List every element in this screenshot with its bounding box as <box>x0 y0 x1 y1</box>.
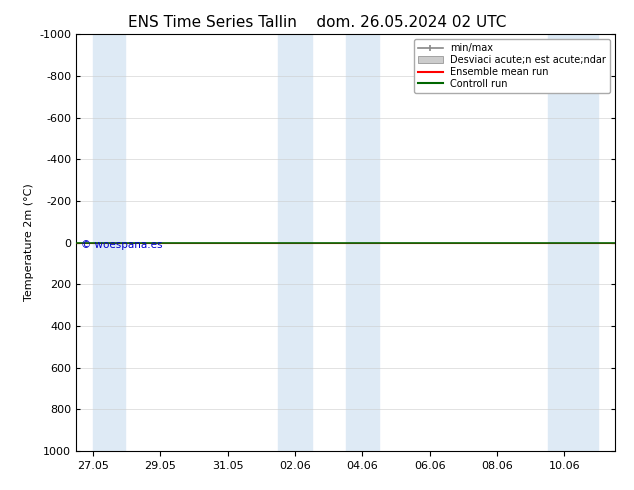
Legend: min/max, Desviaci acute;n est acute;ndar, Ensemble mean run, Controll run: min/max, Desviaci acute;n est acute;ndar… <box>415 39 610 93</box>
Text: © woespana.es: © woespana.es <box>81 240 163 249</box>
Text: ENS Time Series Tallin    dom. 26.05.2024 02 UTC: ENS Time Series Tallin dom. 26.05.2024 0… <box>128 15 506 30</box>
Bar <box>278 34 312 451</box>
Y-axis label: Temperature 2m (°C): Temperature 2m (°C) <box>23 184 34 301</box>
Bar <box>548 34 598 451</box>
Bar <box>93 34 125 451</box>
Bar <box>346 34 379 451</box>
